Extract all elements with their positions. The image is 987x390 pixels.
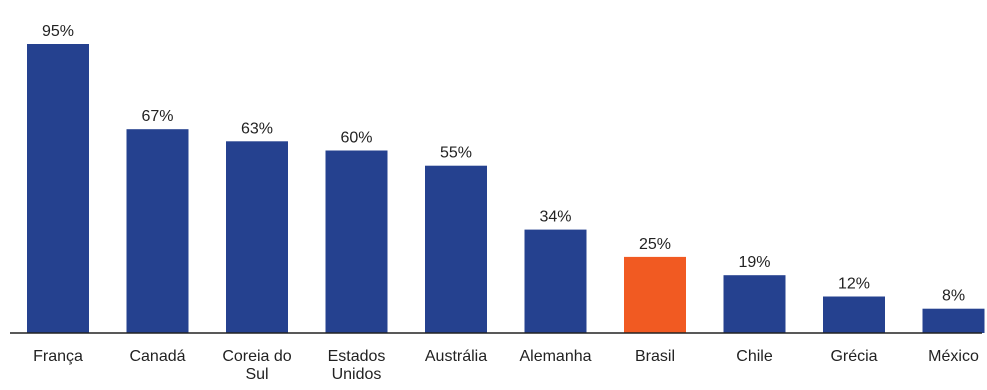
category-label-canada: Canadá (129, 348, 185, 365)
value-label-australia: 55% (440, 145, 472, 162)
value-labels-group: 95% 67% 63% 60% 55% 34% 25% 19% 12% 8% (42, 23, 965, 305)
category-label-line: Canadá (129, 348, 185, 365)
category-label-grecia: Grécia (830, 348, 877, 365)
bar-australia (425, 165, 487, 333)
category-label-mexico: México (928, 348, 979, 365)
bar-estados-unidos (325, 150, 388, 333)
value-label-brasil: 25% (639, 236, 671, 253)
category-label-franca: França (33, 348, 83, 365)
category-label-line: Unidos (332, 366, 382, 383)
value-label-mexico: 8% (942, 288, 965, 305)
bars-group (27, 44, 985, 333)
value-label-franca: 95% (42, 23, 74, 40)
category-label-line: Sul (245, 366, 268, 383)
category-label-line: Estados (328, 348, 386, 365)
bar-coreia-do-sul (226, 141, 288, 333)
category-label-line: Brasil (635, 348, 675, 365)
value-label-grecia: 12% (838, 276, 870, 293)
category-label-estados-unidos: Estados Unidos (328, 348, 386, 383)
bar-grecia (823, 296, 885, 333)
category-label-line: Chile (736, 348, 773, 365)
category-label-brasil: Brasil (635, 348, 675, 365)
bar-chile (723, 275, 786, 333)
category-label-line: Coreia do (222, 348, 291, 365)
category-label-alemanha: Alemanha (519, 348, 591, 365)
category-labels-group: França Canadá Coreia do Sul Estados Unidos Aus… (33, 348, 979, 383)
category-label-chile: Chile (736, 348, 773, 365)
value-label-canada: 67% (141, 108, 173, 125)
category-label-line: Austrália (425, 348, 487, 365)
value-label-chile: 19% (738, 254, 770, 271)
value-label-alemanha: 34% (539, 209, 571, 226)
bar-brasil (624, 256, 686, 333)
bar-alemanha (524, 229, 587, 333)
category-label-line: França (33, 348, 83, 365)
bar-mexico (922, 308, 985, 333)
value-label-estados-unidos: 60% (340, 130, 372, 147)
category-label-line: Alemanha (519, 348, 591, 365)
bar-canada (126, 129, 189, 333)
category-label-australia: Austrália (425, 348, 487, 365)
bar-franca (27, 44, 89, 333)
category-label-line: Grécia (830, 348, 877, 365)
category-label-line: México (928, 348, 979, 365)
category-label-coreia-do-sul: Coreia do Sul (222, 348, 291, 383)
value-label-coreia-do-sul: 63% (241, 120, 273, 137)
